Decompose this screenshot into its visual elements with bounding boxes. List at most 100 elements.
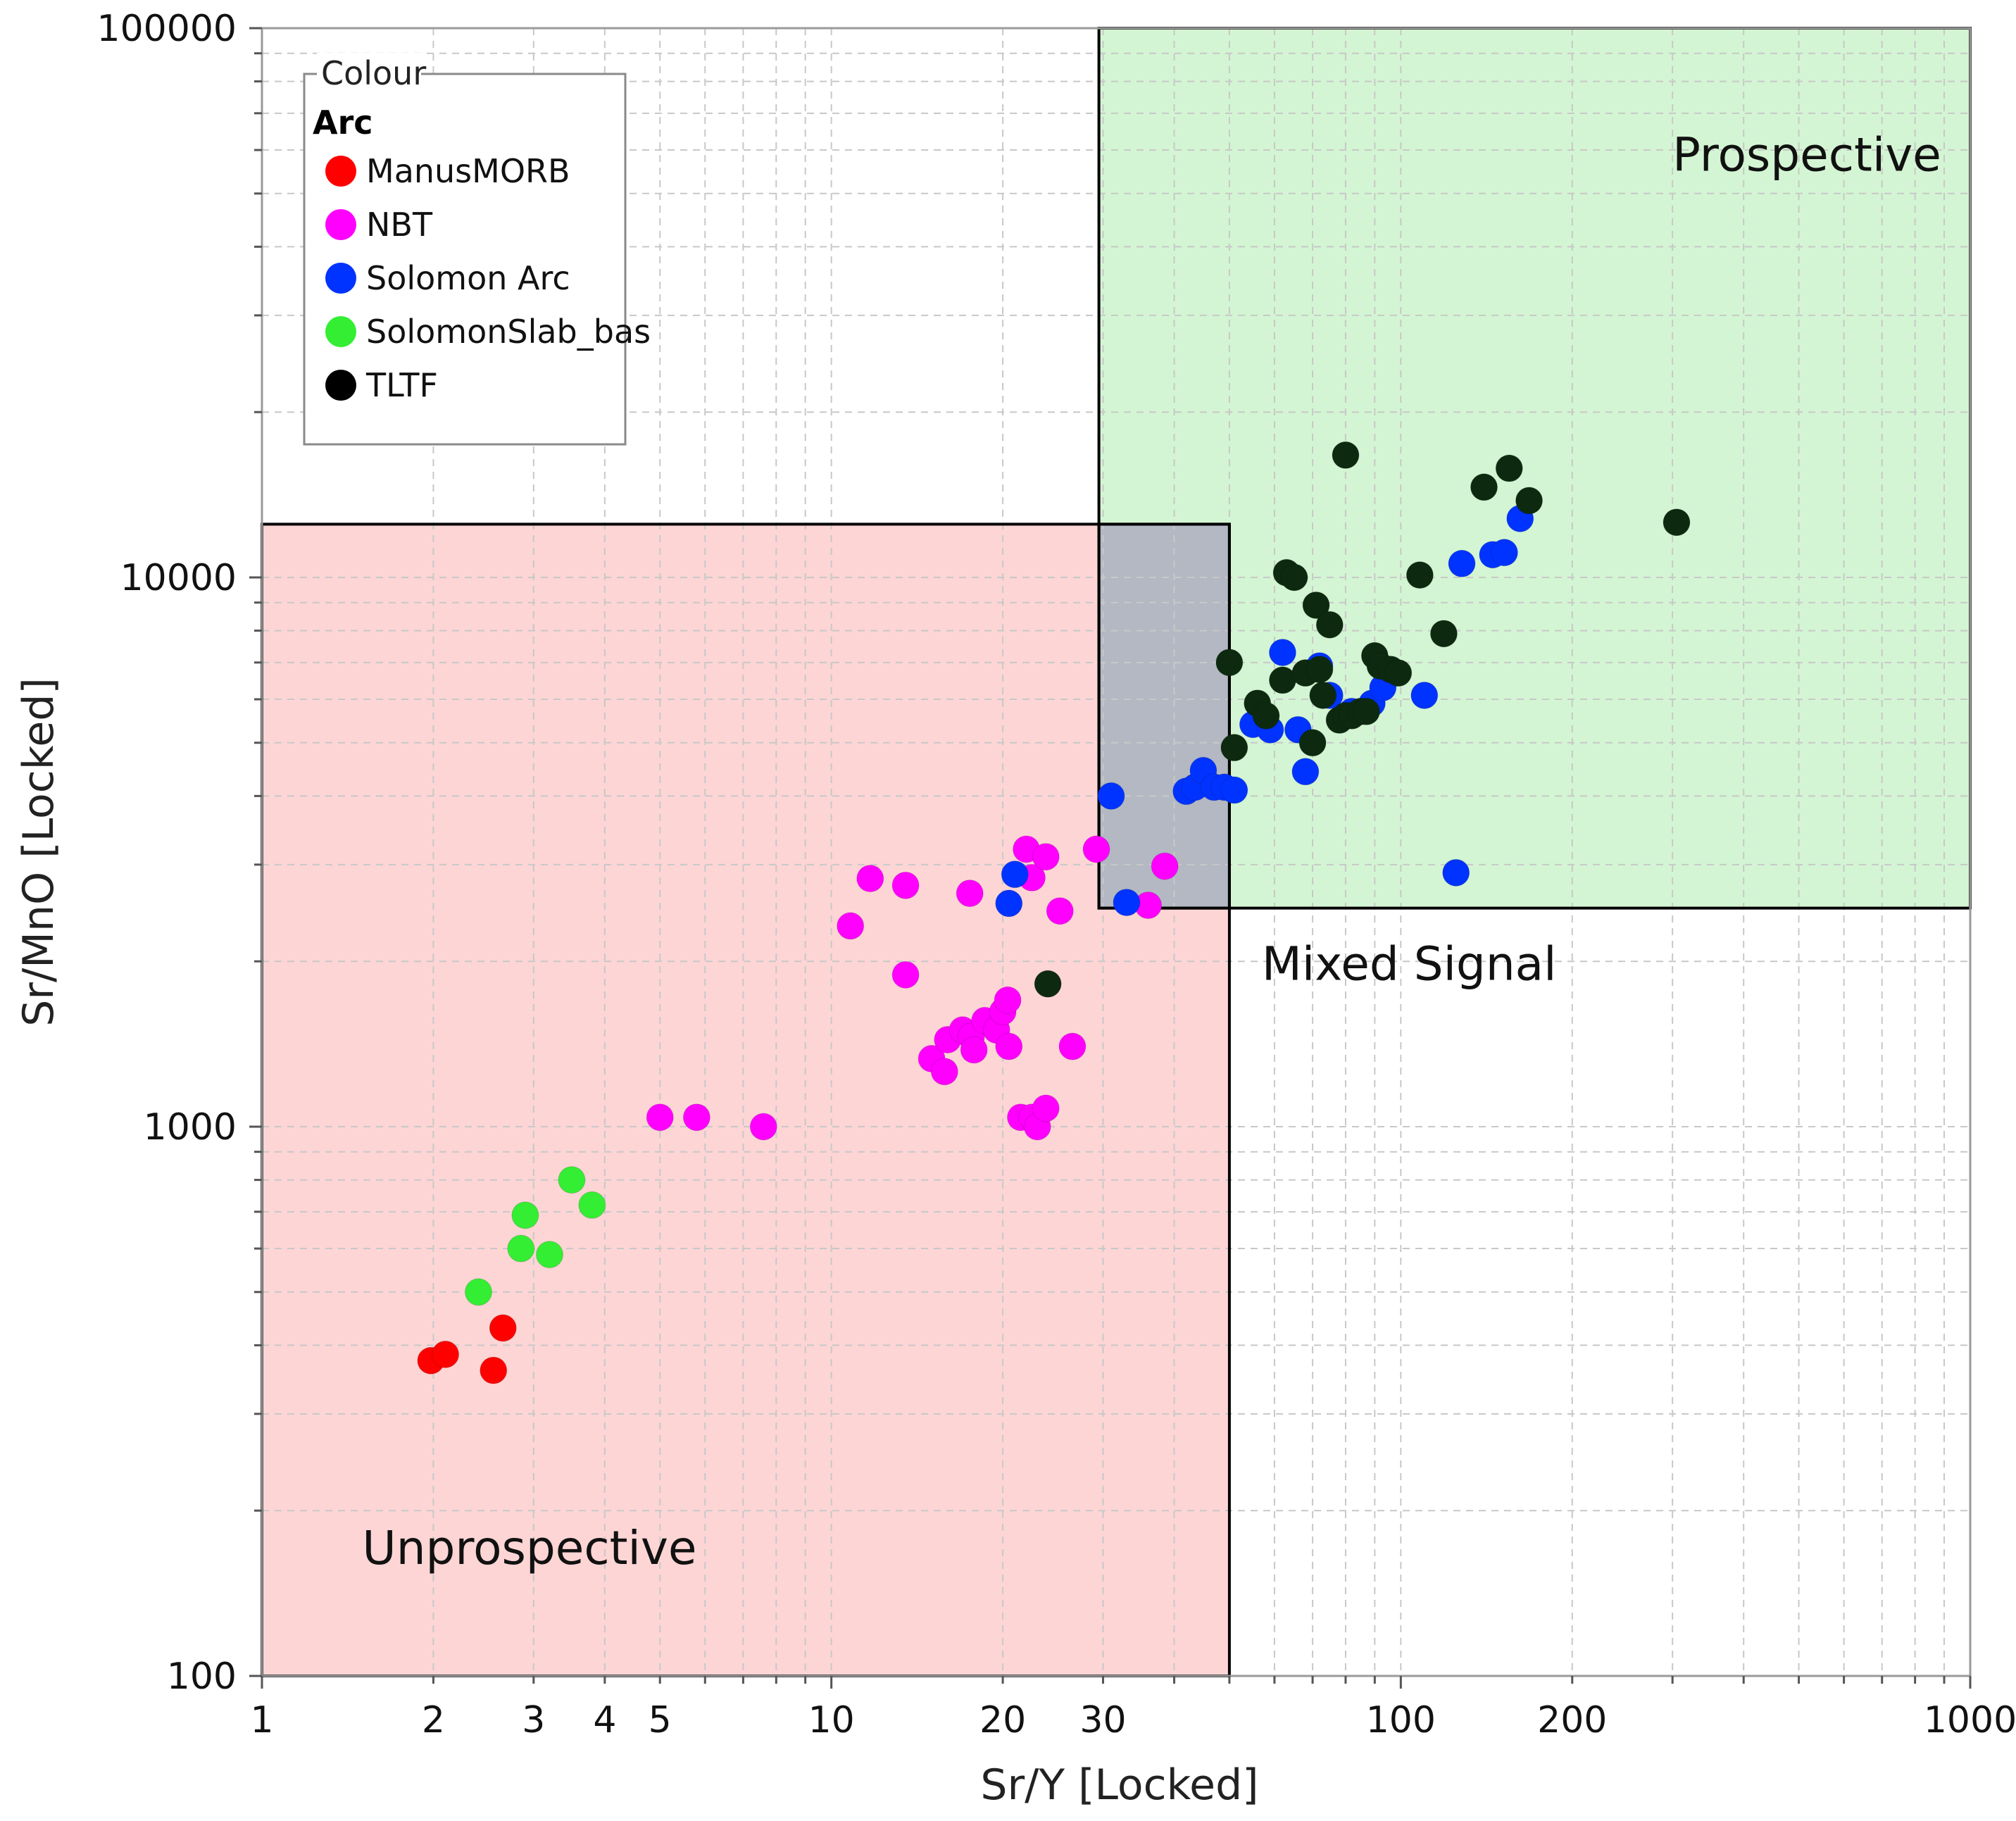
y-tick-label: 10000 [120, 557, 237, 599]
point-solomon-arc [1490, 539, 1518, 567]
point-nbt [956, 880, 984, 908]
point-nbt [930, 1058, 958, 1086]
grid-layer [262, 28, 1970, 1676]
point-nbt [749, 1113, 777, 1141]
x-tick-label: 5 [649, 1699, 672, 1741]
point-solomonslab-bas [535, 1241, 563, 1269]
point-tltf [1405, 561, 1434, 589]
x-tick-label: 10 [808, 1699, 855, 1741]
x-tick-label: 100 [1366, 1699, 1436, 1741]
point-solomonslab-bas [507, 1234, 535, 1263]
point-tltf [1515, 487, 1544, 515]
legend-label-solomonslab-bas: SolomonSlab_bas [366, 313, 651, 351]
point-tltf [1309, 681, 1337, 709]
point-tltf [1034, 970, 1062, 998]
point-nbt [994, 986, 1022, 1014]
point-nbt [682, 1103, 710, 1132]
point-solomonslab-bas [578, 1191, 606, 1219]
point-nbt [891, 871, 920, 899]
x-tick-label: 30 [1079, 1699, 1126, 1741]
point-tltf [1495, 454, 1523, 482]
point-solomon-arc [1442, 858, 1470, 887]
point-solomon-arc [1410, 681, 1439, 709]
points-layer [417, 441, 1691, 1384]
point-nbt [1058, 1032, 1087, 1060]
x-axis-title: Sr/Y [Locked] [980, 1760, 1258, 1810]
annotation-unprospective: Unprospective [362, 1521, 696, 1575]
x-tick-label: 3 [522, 1699, 545, 1741]
x-tick-label: 4 [593, 1699, 616, 1741]
point-solomon-arc [1097, 782, 1125, 810]
point-nbt [646, 1103, 674, 1132]
point-nbt [837, 912, 865, 940]
point-solomon-arc [995, 889, 1023, 918]
plot-frame [261, 27, 1972, 1677]
point-tltf [1220, 734, 1248, 762]
point-manusmorb [432, 1340, 460, 1368]
legend-marker-manusmorb [325, 156, 356, 187]
point-nbt [891, 960, 920, 989]
point-tltf [1280, 563, 1308, 592]
point-nbt [1151, 852, 1179, 880]
point-solomon-arc [1268, 639, 1296, 667]
point-tltf [1429, 620, 1458, 648]
point-solomon-arc [1113, 889, 1141, 917]
point-solomon-arc [1001, 861, 1029, 889]
y-tick-label: 100 [167, 1656, 237, 1698]
legend-header: Arc [313, 104, 373, 142]
legend-marker-nbt [325, 209, 356, 240]
legend-title: Colour [321, 54, 426, 92]
point-tltf [1306, 656, 1334, 684]
x-tick-label: 1000 [1924, 1699, 2016, 1741]
legend: Colour Arc ManusMORB NBT Solomon Arc SolomonS… [303, 53, 651, 446]
legend-title-mask [317, 53, 421, 88]
point-solomonslab-bas [558, 1166, 586, 1194]
point-nbt [1032, 1094, 1060, 1122]
region-overlap [1098, 524, 1229, 908]
point-solomonslab-bas [464, 1278, 492, 1306]
point-manusmorb [489, 1314, 517, 1342]
legend-label-tltf: TLTF [365, 366, 438, 404]
point-tltf [1215, 649, 1244, 677]
region-border-overlap [1097, 522, 1231, 910]
legend-marker-tltf [325, 370, 356, 401]
legend-label-nbt: NBT [366, 206, 433, 244]
point-tltf [1302, 591, 1330, 619]
legend-label-solomon-arc: Solomon Arc [366, 259, 570, 297]
point-nbt [995, 1032, 1023, 1060]
legend-frame [303, 73, 627, 446]
point-tltf [1663, 508, 1691, 537]
point-solomonslab-bas [511, 1201, 539, 1229]
y-tick-label: 100000 [96, 8, 237, 50]
point-nbt [1032, 843, 1060, 871]
regions-layer [262, 28, 1970, 1677]
x-tick-label: 200 [1537, 1699, 1607, 1741]
point-manusmorb [480, 1356, 508, 1384]
point-tltf [1384, 659, 1413, 687]
legend-marker-solomonslab-bas [325, 316, 356, 347]
point-nbt [1082, 835, 1110, 863]
x-tick-label: 1 [250, 1699, 273, 1741]
point-solomon-arc [1291, 758, 1320, 786]
y-tick-label: 1000 [144, 1106, 237, 1149]
point-tltf [1470, 473, 1498, 501]
point-tltf [1298, 729, 1327, 757]
point-tltf [1315, 611, 1344, 639]
point-nbt [856, 865, 884, 893]
annotation-mixed-signal: Mixed Signal [1262, 937, 1557, 991]
axes-layer: 1 2 3 4 5 10 20 30 100 200 1000 100 1000 10000 100000 [96, 8, 2016, 1741]
point-nbt [960, 1036, 988, 1064]
annotation-prospective: Prospective [1672, 128, 1941, 182]
legend-label-manusmorb: ManusMORB [366, 152, 570, 190]
point-tltf [1352, 697, 1380, 725]
y-axis-title: Sr/MnO [Locked] [14, 677, 63, 1027]
legend-marker-solomon-arc [325, 263, 356, 294]
point-tltf [1252, 701, 1280, 730]
x-tick-label: 20 [979, 1699, 1026, 1741]
point-tltf [1332, 441, 1360, 469]
x-tick-label: 2 [422, 1699, 445, 1741]
region-prospective [1098, 28, 1970, 908]
point-solomon-arc [1448, 549, 1476, 577]
